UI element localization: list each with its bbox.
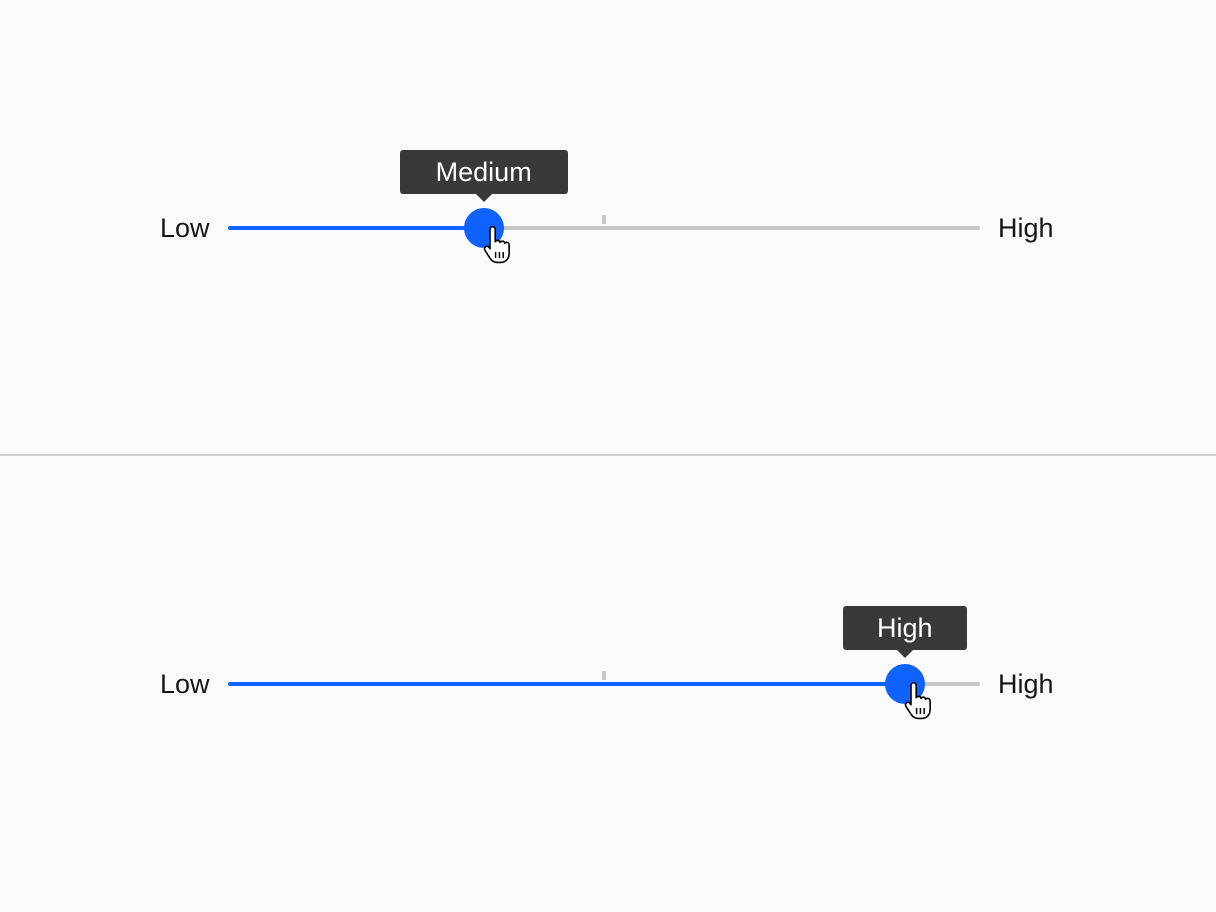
tooltip-caret	[896, 650, 913, 658]
slider-track[interactable]	[228, 664, 980, 704]
slider-panel-1: Low Medium High	[160, 150, 1054, 264]
slider-max-label: High	[998, 669, 1054, 699]
value-tooltip: High	[842, 606, 967, 658]
slider-min-label: Low	[160, 669, 210, 699]
tooltip-caret	[475, 194, 492, 202]
slider-max-label: High	[998, 213, 1054, 243]
hand-pointer-icon	[483, 226, 510, 264]
slider-track[interactable]	[228, 208, 980, 248]
slider-min-label: Low	[160, 213, 210, 243]
slider-midpoint-tick	[602, 215, 606, 224]
value-tooltip: Medium	[399, 150, 568, 202]
tooltip-label: High	[877, 613, 933, 643]
hand-pointer-icon	[904, 682, 931, 720]
slider-panel-2: Low High High	[0, 456, 1216, 912]
tooltip-label: Medium	[435, 157, 532, 187]
slider-fill	[228, 226, 484, 230]
slider-midpoint-tick	[602, 671, 606, 680]
section-divider	[0, 454, 1216, 456]
slider-fill	[228, 682, 905, 686]
